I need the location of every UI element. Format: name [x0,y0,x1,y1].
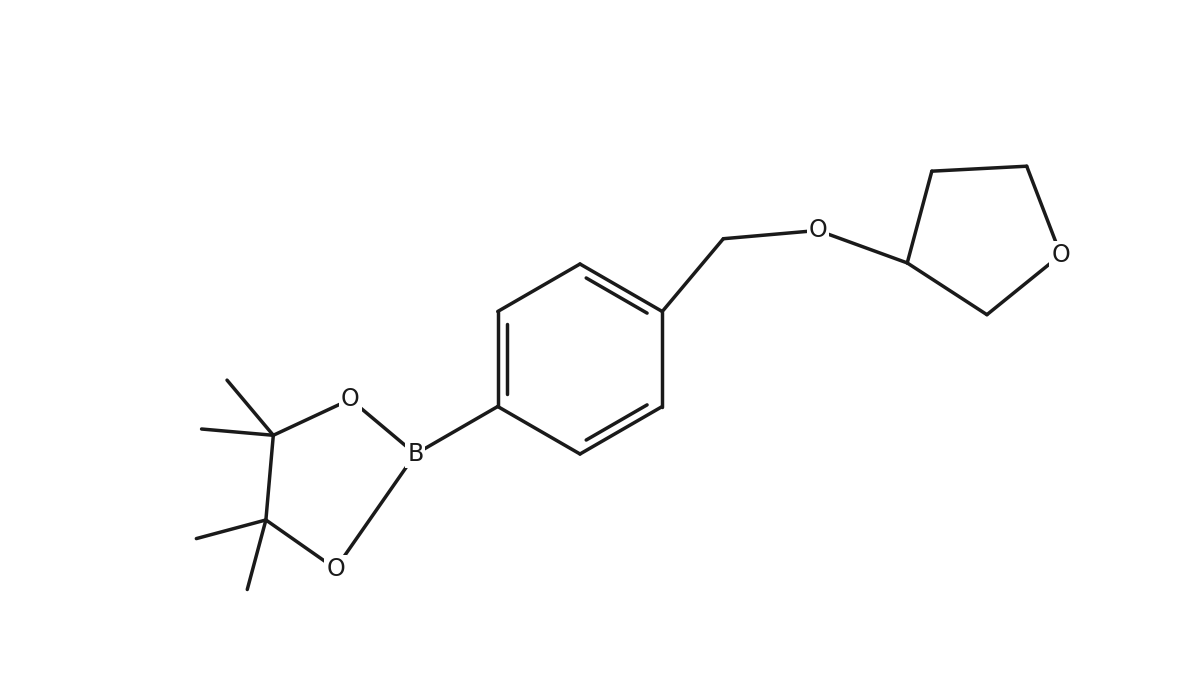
Text: O: O [1051,243,1070,267]
Text: O: O [808,219,827,242]
Text: B: B [407,442,424,466]
Text: O: O [326,557,345,581]
Text: O: O [341,387,360,412]
